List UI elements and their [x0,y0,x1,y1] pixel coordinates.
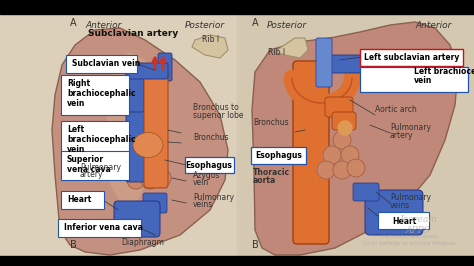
FancyBboxPatch shape [62,151,129,180]
Circle shape [317,161,335,179]
FancyBboxPatch shape [252,147,307,164]
Polygon shape [192,35,228,58]
FancyBboxPatch shape [158,53,172,81]
FancyBboxPatch shape [332,112,356,130]
Text: Pulmonary: Pulmonary [80,163,121,172]
Text: Esophagus: Esophagus [185,161,232,171]
Circle shape [338,121,352,135]
Text: Activate Windows: Activate Windows [382,234,438,239]
FancyBboxPatch shape [114,201,160,237]
Text: superior lobe: superior lobe [193,111,244,120]
Text: Rib I: Rib I [268,48,285,57]
Text: Left subclavian artery: Left subclavian artery [365,53,460,63]
Text: vein: vein [67,146,85,155]
FancyBboxPatch shape [144,72,168,188]
FancyBboxPatch shape [316,38,332,87]
Text: Subclavian vein: Subclavian vein [72,60,140,69]
Text: Superior: Superior [67,156,104,164]
Text: Heart: Heart [392,217,416,226]
Text: Left brachiocephalic: Left brachiocephalic [414,67,474,76]
Text: Pulmonary: Pulmonary [390,193,431,202]
FancyBboxPatch shape [379,211,429,228]
FancyBboxPatch shape [361,48,464,65]
Text: A: A [70,18,77,28]
Text: Anterior: Anterior [415,21,451,30]
Text: Posterior: Posterior [185,21,225,30]
FancyBboxPatch shape [126,63,168,79]
Text: vein: vein [193,178,209,187]
Polygon shape [52,28,228,255]
Polygon shape [105,52,160,205]
Bar [0,256,474,266]
Bar [0,14,237,256]
FancyBboxPatch shape [62,74,129,114]
Text: brachiocephalic: brachiocephalic [67,89,136,98]
Text: Pulmonary: Pulmonary [193,193,234,202]
Text: vein: vein [67,99,85,109]
FancyBboxPatch shape [325,97,353,117]
FancyBboxPatch shape [318,55,382,73]
Circle shape [131,159,149,177]
FancyBboxPatch shape [353,183,379,201]
Text: Posterior: Posterior [267,21,307,30]
Text: Thoracic: Thoracic [253,168,290,177]
Text: Inferior vena cava: Inferior vena cava [64,223,143,232]
Circle shape [139,146,157,164]
Circle shape [147,156,165,174]
Circle shape [333,131,351,149]
FancyBboxPatch shape [293,61,329,244]
Circle shape [341,146,359,164]
Text: Pulmonary: Pulmonary [390,123,431,132]
Text: brachiocephalic: brachiocephalic [67,135,136,144]
FancyBboxPatch shape [126,103,146,182]
Ellipse shape [133,132,163,157]
Text: Jeoream
APPS: Jeoream APPS [399,215,437,235]
FancyBboxPatch shape [303,83,317,217]
FancyBboxPatch shape [365,190,423,235]
Text: Anterior: Anterior [85,21,121,30]
Circle shape [323,146,341,164]
Text: Go to Settings to activate Windows.: Go to Settings to activate Windows. [363,241,457,246]
Text: B: B [70,240,77,250]
Circle shape [153,169,171,187]
Text: Rib I: Rib I [202,35,219,44]
Text: Right: Right [67,80,90,89]
Text: veins: veins [193,200,213,209]
FancyBboxPatch shape [126,66,144,112]
Text: vein: vein [414,76,432,85]
Text: Aortic arch: Aortic arch [375,105,417,114]
Text: veins: veins [390,201,410,210]
Text: aorta: aorta [253,176,276,185]
FancyBboxPatch shape [150,98,166,172]
FancyBboxPatch shape [62,120,129,160]
Circle shape [127,171,145,189]
Text: Esophagus: Esophagus [255,152,302,160]
Text: Left: Left [67,126,84,135]
FancyBboxPatch shape [143,193,167,213]
Polygon shape [275,38,308,58]
Text: Diaphragm: Diaphragm [121,238,164,247]
Text: artery: artery [390,131,413,140]
Text: B: B [252,240,259,250]
Text: A: A [252,18,259,28]
FancyBboxPatch shape [66,55,137,73]
Text: vena cava: vena cava [67,165,111,174]
Text: Subclavian artery: Subclavian artery [88,29,178,38]
Circle shape [141,171,159,189]
Text: Bronchus: Bronchus [193,133,228,142]
Text: Bronchus to: Bronchus to [193,103,239,112]
FancyBboxPatch shape [62,190,104,209]
Bar [0,0,474,14]
Text: Heart: Heart [67,196,91,205]
Circle shape [333,161,351,179]
Bar [237,14,474,256]
Polygon shape [252,22,458,255]
Circle shape [347,159,365,177]
FancyBboxPatch shape [361,66,468,92]
FancyBboxPatch shape [58,218,142,236]
Text: Bronchus: Bronchus [253,118,289,127]
FancyBboxPatch shape [185,157,234,173]
Text: artery: artery [80,170,103,179]
Text: Azygos: Azygos [193,171,220,180]
